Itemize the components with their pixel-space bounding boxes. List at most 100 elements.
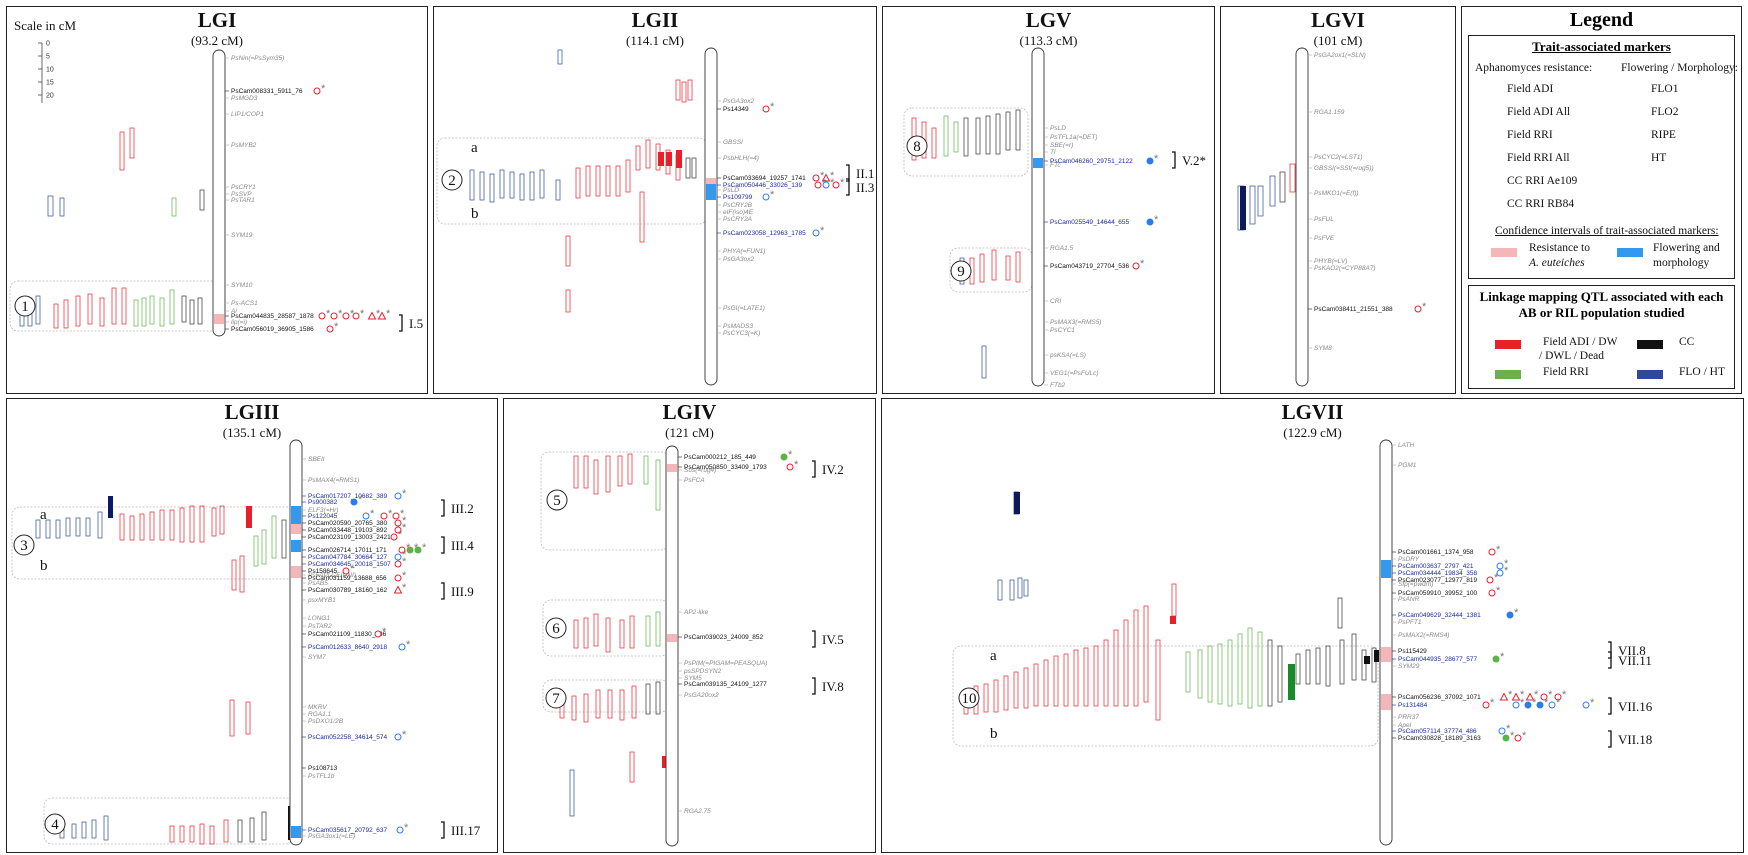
flo-marker-label: PsCam034645_20018_1507 xyxy=(308,561,391,568)
region-number-circle xyxy=(13,534,35,556)
gene-marker-label: VEG1(=PsFULc) xyxy=(1050,370,1099,377)
significance-star: * xyxy=(1490,697,1495,709)
significance-star: * xyxy=(1532,697,1537,709)
trait-symbol xyxy=(1486,576,1494,584)
legend-ci-header: Confidence intervals of trait-associated… xyxy=(1495,225,1719,237)
legend-aph-3: Field RRI xyxy=(1507,129,1553,141)
qtl-interval-box xyxy=(231,559,237,591)
panel-length: (135.1 cM) xyxy=(222,425,282,440)
trait-symbol xyxy=(380,512,388,520)
qtl-interval-box xyxy=(631,685,637,719)
trait-symbol xyxy=(1499,692,1509,701)
qtl-interval-box xyxy=(539,169,545,199)
region-number: 1 xyxy=(21,299,29,315)
snp-marker-label: Ps108713 xyxy=(308,765,338,772)
flo-marker-label: PsCam023058_12963_1785 xyxy=(723,230,806,237)
panel-lgiii xyxy=(6,398,498,853)
significance-star: * xyxy=(1548,689,1553,701)
confidence-interval xyxy=(291,506,301,524)
snp-marker-label: PsCam056236_37092_1071 xyxy=(1398,694,1481,701)
legend-flo-1: FLO1 xyxy=(1651,83,1679,95)
qtl-interval-box xyxy=(55,519,61,539)
trait-symbol xyxy=(1502,734,1510,742)
qtl-label: III.9 xyxy=(451,584,474,599)
significance-star: * xyxy=(820,170,825,182)
significance-star: * xyxy=(402,570,407,582)
trait-symbol xyxy=(814,181,822,189)
legend-aph-5: CC RRI Ae109 xyxy=(1507,175,1578,187)
qtl-interval-box xyxy=(953,121,959,153)
qtl-interval-box xyxy=(645,683,651,715)
qtl-interval-box xyxy=(239,555,245,593)
gene-marker-label: PsFCA xyxy=(684,477,705,484)
qtl-label: IV.5 xyxy=(822,632,844,647)
significance-star: * xyxy=(830,177,835,189)
trait-symbol xyxy=(398,643,406,651)
gene-marker-label: PsGA3ox2 xyxy=(723,98,754,105)
qtl-interval-box xyxy=(1257,185,1264,217)
gene-marker-label: LATH xyxy=(1398,442,1414,449)
sub-region-label: b xyxy=(40,558,48,574)
scale-tick-label: 10 xyxy=(46,67,54,74)
gene-marker-label: PsGA3ox2 xyxy=(723,256,754,263)
qtl-label: VII.8 xyxy=(1618,643,1646,658)
significance-star: * xyxy=(386,308,391,320)
significance-star: * xyxy=(382,626,387,638)
qtl-interval-box xyxy=(1351,633,1357,681)
gene-marker-label: ELF3(=Hr) xyxy=(308,507,339,514)
qtl-region-frame xyxy=(9,280,224,332)
qtl-interval-box xyxy=(1249,185,1256,225)
significance-star: * xyxy=(1520,689,1525,701)
region-number-circle xyxy=(44,813,66,835)
significance-star: * xyxy=(402,549,407,561)
qtl-interval-box xyxy=(189,825,195,843)
significance-star: * xyxy=(370,508,375,520)
significance-star: * xyxy=(788,449,793,461)
region-number-circle xyxy=(546,489,568,511)
significance-star: * xyxy=(1520,697,1525,709)
chromosome-bar xyxy=(212,49,226,337)
qtl-interval-box xyxy=(629,751,635,783)
legend-qtl-header: Linkage mapping QTL associated with each… xyxy=(1479,289,1724,320)
qtl-bracket xyxy=(441,821,445,839)
qtl-interval-box xyxy=(87,293,93,325)
gene-marker-label: PsAB5 xyxy=(308,580,328,587)
qtl-interval-box xyxy=(565,289,571,313)
qtl-interval-box xyxy=(615,165,621,197)
trait-symbol xyxy=(330,312,338,320)
qtl-interval-box xyxy=(993,679,999,713)
significance-star: * xyxy=(1514,607,1519,619)
qtl-interval-box xyxy=(261,529,267,565)
region-number: 4 xyxy=(51,817,59,833)
trait-symbol xyxy=(342,567,350,575)
qtl-interval-box xyxy=(1053,655,1059,707)
trait-symbol xyxy=(1511,692,1521,701)
trait-symbol xyxy=(394,519,402,527)
panel-lgvi xyxy=(1220,6,1456,394)
qtl-interval-box xyxy=(199,189,205,211)
trait-symbol xyxy=(374,630,382,638)
qtl-bracket xyxy=(1608,641,1612,659)
significance-star: * xyxy=(402,515,407,527)
gene-marker-label: PsFVE xyxy=(1314,235,1335,242)
trait-symbol xyxy=(377,311,387,320)
gene-marker-label: SYM7 xyxy=(308,654,326,661)
qtl-interval-box xyxy=(71,823,77,839)
chromosome-bar xyxy=(1031,47,1045,387)
qtl-interval-box xyxy=(625,159,631,193)
trait-symbol xyxy=(762,193,770,201)
qtl-interval-box xyxy=(133,299,139,327)
sub-region-label: b xyxy=(471,206,479,222)
trait-symbol xyxy=(1488,589,1496,597)
gene-marker-label: PsFAPLCE(UNI) xyxy=(308,572,356,579)
chromosome-bar xyxy=(665,445,679,847)
snp-marker-label: PsCam050850_33409_1793 xyxy=(684,464,767,471)
trait-symbol xyxy=(390,533,398,541)
qtl-interval-box xyxy=(1257,631,1263,707)
trait-symbol xyxy=(812,174,820,182)
qtl-solid-mark xyxy=(1240,186,1246,230)
trait-symbol xyxy=(350,498,358,506)
qtl-interval-box xyxy=(237,819,243,843)
qtl-interval-box xyxy=(1103,639,1109,707)
gene-marker-label: Sfp(=pwdrn) xyxy=(1398,581,1434,588)
